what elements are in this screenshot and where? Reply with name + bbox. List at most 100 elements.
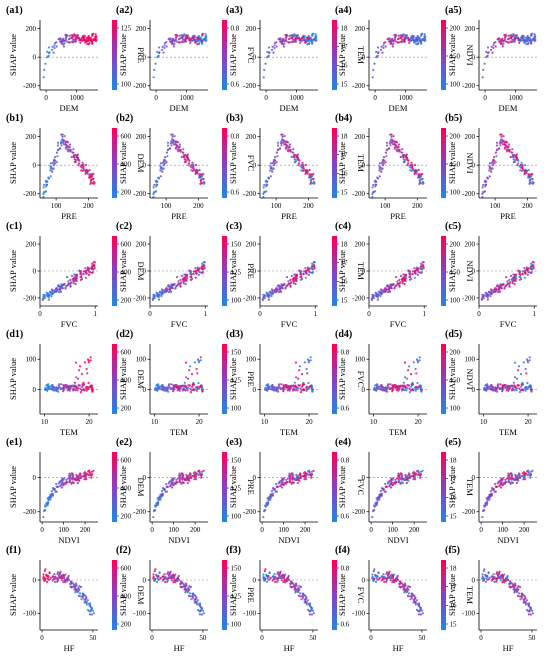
data-point bbox=[374, 185, 377, 188]
y-tick-label: -200 bbox=[23, 294, 36, 302]
data-point bbox=[82, 34, 85, 37]
data-point bbox=[295, 36, 298, 39]
data-point bbox=[528, 473, 531, 476]
data-point bbox=[381, 51, 384, 54]
data-point bbox=[189, 472, 192, 475]
colorbar-label: FVC bbox=[246, 155, 256, 172]
data-point bbox=[89, 384, 92, 387]
data-point bbox=[371, 573, 374, 576]
data-point bbox=[517, 38, 521, 41]
data-point bbox=[294, 478, 297, 481]
x-tick-label: 0 bbox=[264, 94, 268, 102]
data-point bbox=[390, 41, 393, 44]
data-point bbox=[267, 501, 270, 504]
data-point bbox=[86, 39, 90, 43]
data-point bbox=[392, 135, 395, 138]
data-point bbox=[481, 192, 484, 196]
x-axis-label: NDVI bbox=[278, 535, 299, 545]
data-point bbox=[411, 270, 414, 273]
data-point bbox=[531, 177, 534, 180]
data-point bbox=[488, 162, 491, 165]
x-axis-label: TEM bbox=[60, 427, 78, 437]
data-point bbox=[277, 291, 281, 294]
data-point bbox=[275, 151, 278, 154]
data-point bbox=[391, 45, 394, 48]
data-point bbox=[85, 367, 88, 371]
y-axis-label: SHAP value bbox=[118, 34, 128, 76]
data-point bbox=[170, 574, 173, 577]
data-point bbox=[198, 271, 201, 274]
data-point bbox=[203, 39, 206, 42]
data-point bbox=[498, 147, 501, 150]
data-point bbox=[529, 175, 533, 178]
data-point bbox=[500, 284, 503, 287]
data-point bbox=[174, 36, 178, 39]
data-point bbox=[75, 582, 78, 585]
data-point bbox=[65, 384, 68, 387]
y-tick-label: 0 bbox=[33, 474, 37, 482]
data-point bbox=[525, 385, 528, 388]
data-point bbox=[422, 39, 425, 42]
data-point bbox=[81, 595, 84, 598]
data-point bbox=[175, 284, 178, 288]
data-point bbox=[78, 159, 81, 162]
y-axis-label: SHAP value bbox=[228, 358, 238, 400]
y-tick-label: 0 bbox=[143, 474, 147, 482]
data-point bbox=[271, 291, 274, 294]
colorbar bbox=[222, 236, 227, 306]
data-point bbox=[86, 608, 90, 611]
data-point bbox=[410, 39, 413, 42]
data-point bbox=[154, 568, 157, 571]
data-point bbox=[89, 473, 92, 476]
data-point bbox=[45, 504, 48, 507]
x-axis-label: PRE bbox=[390, 211, 406, 221]
data-point bbox=[181, 389, 185, 392]
data-point bbox=[271, 293, 274, 296]
data-point bbox=[203, 265, 206, 268]
data-point bbox=[167, 291, 171, 294]
x-tick-label: 10 bbox=[480, 418, 488, 426]
panel-label: (d2) bbox=[116, 329, 133, 340]
panel-label: (b3) bbox=[226, 113, 243, 124]
data-point bbox=[93, 39, 96, 42]
data-point bbox=[56, 284, 60, 287]
y-tick-label: 200 bbox=[465, 240, 476, 248]
data-point bbox=[308, 168, 311, 172]
data-point bbox=[152, 573, 155, 576]
data-point bbox=[286, 481, 289, 484]
data-point bbox=[82, 472, 85, 475]
data-point bbox=[70, 477, 73, 480]
data-point bbox=[282, 483, 285, 487]
data-point bbox=[53, 156, 57, 159]
x-tick-label: 100 bbox=[278, 526, 289, 534]
data-point bbox=[376, 176, 379, 179]
data-point bbox=[281, 481, 284, 484]
data-point bbox=[276, 485, 279, 488]
data-point bbox=[177, 150, 180, 153]
y-tick-label: 200 bbox=[246, 133, 257, 141]
data-point bbox=[202, 177, 205, 180]
data-point bbox=[311, 387, 314, 390]
data-point bbox=[43, 183, 46, 187]
data-point bbox=[172, 37, 175, 40]
data-point bbox=[510, 278, 513, 281]
data-point bbox=[384, 386, 387, 389]
data-point bbox=[530, 271, 533, 274]
data-point bbox=[295, 582, 298, 585]
data-point bbox=[87, 42, 90, 46]
data-point bbox=[508, 150, 511, 153]
scatter-points bbox=[262, 568, 315, 616]
scatter-points bbox=[151, 261, 206, 301]
scatter-points bbox=[42, 32, 98, 79]
data-point bbox=[289, 386, 292, 390]
y-axis-label: SHAP value bbox=[118, 574, 128, 616]
data-point bbox=[500, 287, 503, 290]
data-point bbox=[158, 572, 161, 575]
data-point bbox=[308, 271, 311, 274]
data-point bbox=[517, 162, 520, 165]
data-point bbox=[159, 498, 162, 501]
data-point bbox=[305, 389, 308, 392]
